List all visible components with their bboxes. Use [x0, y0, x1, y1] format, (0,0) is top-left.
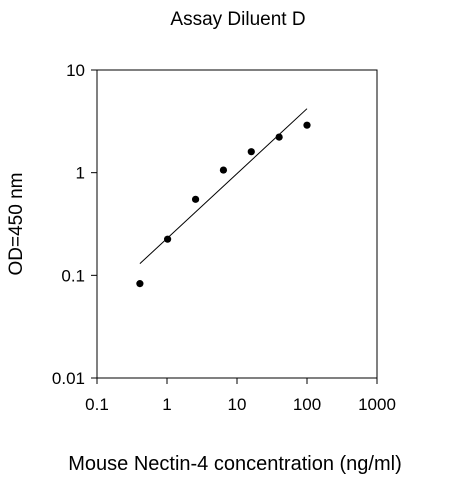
- data-point: [303, 121, 311, 129]
- y-axis-label: OD=450 nm: [6, 173, 27, 276]
- y-tick-label: 0.1: [61, 266, 85, 285]
- x-tick-label: 100: [293, 395, 321, 414]
- y-tick-label: 1: [76, 164, 85, 183]
- y-tick-label: 0.01: [52, 369, 85, 388]
- data-points: [136, 121, 311, 288]
- x-tick-label: 10: [228, 395, 247, 414]
- data-point: [219, 166, 228, 174]
- data-point: [191, 195, 200, 203]
- y-tick-label: 10: [66, 61, 85, 80]
- chart-title: Assay Diluent D: [170, 9, 305, 30]
- x-axis-ticks: 0.1 1 10 100 1000: [85, 378, 396, 414]
- data-point: [247, 148, 255, 156]
- plot-area: [96, 69, 378, 379]
- y-axis-ticks: 0.01 0.1 1 10: [52, 61, 97, 388]
- data-point: [136, 280, 144, 288]
- data-point: [164, 235, 172, 243]
- plot-frame: [96, 69, 378, 379]
- x-tick-label: 0.1: [85, 395, 109, 414]
- x-axis-label: Mouse Nectin-4 concentration (ng/ml): [68, 453, 401, 475]
- data-point: [275, 133, 283, 141]
- x-tick-label: 1: [162, 395, 171, 414]
- x-tick-label: 1000: [358, 395, 396, 414]
